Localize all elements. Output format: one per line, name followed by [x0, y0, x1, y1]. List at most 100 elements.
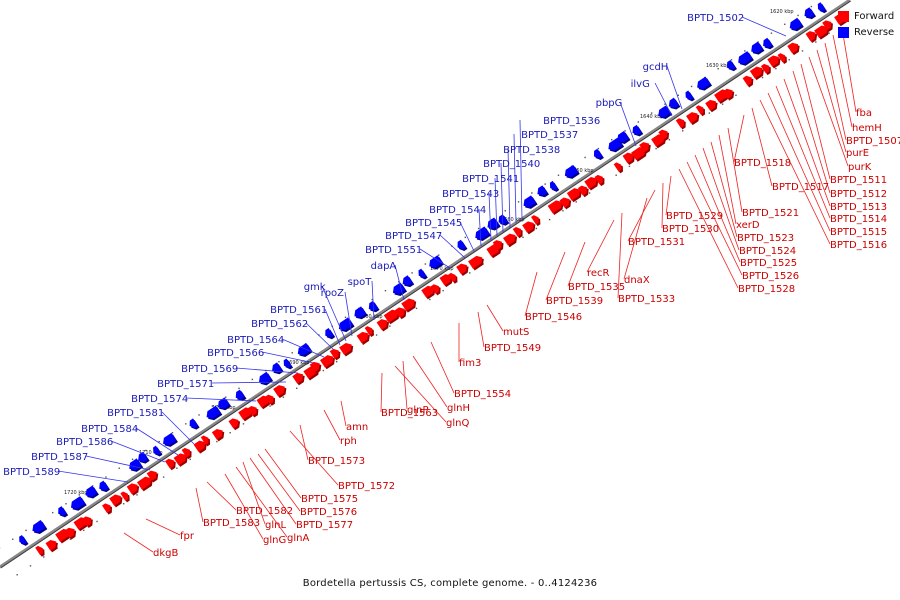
- grid-dot: [242, 423, 245, 425]
- forward-gene: [456, 263, 467, 275]
- reverse-gene: [272, 362, 283, 373]
- grid-dot: [588, 192, 591, 194]
- reverse-gene: [206, 405, 221, 419]
- forward-gene-label: glnG: [263, 535, 286, 546]
- reverse-gene-label: spoT: [348, 277, 373, 288]
- grid-dot: [429, 298, 431, 301]
- reverse-gene: [85, 485, 98, 497]
- forward-gene: [320, 355, 334, 368]
- leader-line: [340, 400, 347, 427]
- grid-dot: [624, 130, 626, 132]
- grid-dot: [522, 236, 524, 239]
- forward-gene: [522, 221, 534, 233]
- leader-line: [586, 219, 615, 273]
- grid-dot: [229, 432, 231, 434]
- forward-gene-label: BPTD_1514: [830, 214, 887, 225]
- leader-line: [816, 49, 847, 153]
- reverse-gene: [685, 90, 694, 100]
- grid-dot: [788, 59, 790, 61]
- forward-gene: [401, 298, 415, 312]
- leader-line: [486, 304, 504, 332]
- forward-gene: [559, 197, 570, 208]
- forward-gene-label: dnaX: [624, 275, 650, 286]
- leader-line: [494, 177, 498, 237]
- forward-gene: [512, 227, 522, 237]
- leader-line: [459, 221, 475, 252]
- reverse-gene-label: rpoZ: [321, 288, 345, 299]
- reverse-gene-label: BPTD_1538: [503, 145, 560, 156]
- forward-gene-label: BPTD_1554: [454, 389, 511, 400]
- grid-dot: [535, 227, 538, 230]
- reverse-gene-label: BPTD_1537: [521, 130, 578, 141]
- forward-gene: [356, 331, 369, 344]
- forward-gene: [468, 255, 483, 269]
- reverse-gene-label: BPTD_1569: [181, 364, 238, 375]
- forward-gene: [814, 25, 828, 39]
- forward-gene-label: BPTD_1533: [618, 294, 675, 305]
- grid-dot: [442, 289, 444, 292]
- grid-dot: [770, 32, 773, 34]
- leader-line: [305, 322, 335, 351]
- forward-gene: [247, 405, 257, 416]
- leader-line: [767, 92, 831, 232]
- leader-line: [727, 127, 743, 213]
- leader-line: [567, 241, 586, 287]
- grid-dot: [810, 5, 813, 8]
- forward-gene: [767, 55, 779, 67]
- reverse-gene-label: BPTD_1551: [365, 245, 422, 256]
- forward-gene: [146, 470, 157, 481]
- grid-dot: [238, 387, 240, 390]
- leader-line: [741, 16, 787, 37]
- map-caption: Bordetella pertussis CS, complete genome…: [302, 578, 598, 589]
- grid-dot: [136, 494, 138, 496]
- leader-line: [185, 397, 257, 402]
- reverse-gene: [457, 239, 466, 250]
- grid-dot: [597, 147, 600, 150]
- forward-gene: [503, 233, 516, 246]
- forward-gene: [492, 240, 502, 250]
- grid-dot: [344, 316, 347, 318]
- grid-dot: [251, 378, 254, 381]
- forward-gene: [639, 142, 650, 153]
- forward-gene-label: BPTD_1526: [742, 271, 799, 282]
- leader-line: [235, 367, 299, 374]
- forward-gene-label: BPTD_1528: [738, 284, 795, 295]
- forward-gene: [228, 418, 239, 429]
- reverse-gene: [727, 59, 736, 70]
- grid-dot: [469, 272, 471, 274]
- reverse-gene: [354, 306, 367, 318]
- forward-gene: [364, 326, 373, 336]
- leader-line: [249, 457, 297, 525]
- reverse-gene: [738, 51, 753, 65]
- forward-gene-label: BPTD_1583: [203, 518, 260, 529]
- leader-line: [380, 372, 383, 413]
- leader-line: [110, 440, 166, 463]
- leader-line: [775, 85, 831, 219]
- forward-gene-label: fpr: [180, 531, 195, 542]
- tick-label: 1680 kbp: [359, 314, 383, 320]
- forward-gene-label: BPTD_1525: [740, 258, 797, 269]
- genome-backbone: [0, 0, 851, 569]
- forward-gene: [577, 185, 588, 196]
- forward-gene: [102, 503, 111, 514]
- reverse-gene: [217, 397, 230, 409]
- forward-gene: [777, 53, 786, 63]
- grid-dot: [105, 476, 107, 478]
- forward-gene: [622, 152, 634, 164]
- grid-dot: [517, 201, 520, 203]
- reverse-gene: [697, 76, 711, 90]
- tick-label: 1710 kbp: [139, 450, 163, 456]
- leader-line: [507, 148, 511, 229]
- grid-dot: [43, 556, 45, 558]
- reverse-gene: [617, 130, 629, 143]
- grid-dot: [615, 174, 617, 176]
- leader-line: [85, 455, 151, 471]
- reverse-gene: [19, 534, 27, 545]
- reverse-gene-label: gcdH: [643, 62, 669, 73]
- reverse-gene-label: BPTD_1545: [405, 218, 462, 229]
- tick-label: 1670 kbp: [430, 266, 454, 272]
- reverse-gene-label: BPTD_1541: [462, 174, 519, 185]
- grid-dot: [575, 201, 577, 203]
- forward-gene-label: rph: [340, 436, 357, 447]
- grid-dot: [211, 405, 214, 407]
